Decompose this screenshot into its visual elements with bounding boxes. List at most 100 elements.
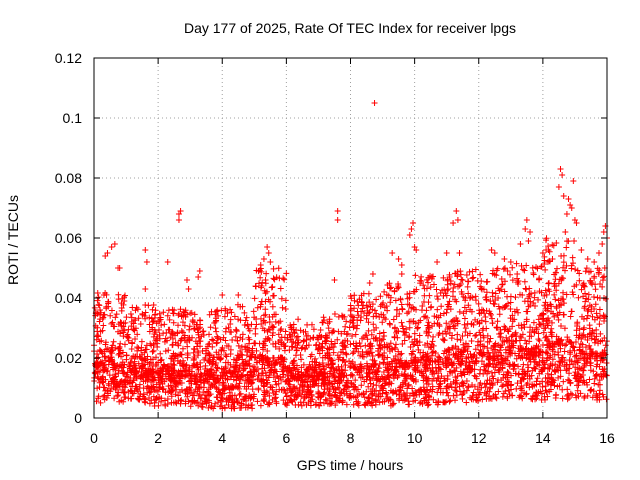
- data-point: [263, 270, 270, 277]
- data-point: [187, 403, 194, 410]
- data-point: [94, 289, 101, 296]
- data-point: [258, 298, 265, 305]
- data-point: [377, 342, 384, 349]
- data-point: [149, 366, 156, 373]
- data-point: [384, 393, 391, 400]
- data-point: [351, 292, 358, 299]
- data-point: [404, 310, 411, 317]
- data-point: [426, 292, 433, 299]
- data-point: [463, 271, 470, 278]
- data-point: [181, 322, 188, 329]
- data-point: [236, 364, 243, 371]
- data-point: [215, 351, 222, 358]
- data-point: [235, 342, 242, 349]
- data-point: [434, 306, 441, 313]
- data-point: [373, 313, 380, 320]
- data-point: [444, 376, 451, 383]
- data-point: [229, 392, 236, 399]
- data-point: [278, 295, 285, 302]
- data-point: [373, 382, 380, 389]
- data-point: [204, 378, 211, 385]
- data-point: [172, 391, 179, 398]
- data-point: [253, 267, 260, 274]
- data-point: [172, 353, 179, 360]
- data-point: [464, 278, 471, 285]
- data-point: [246, 377, 253, 384]
- data-point: [237, 347, 244, 354]
- data-point: [443, 364, 450, 371]
- data-point: [425, 401, 432, 408]
- data-point: [352, 361, 359, 368]
- data-point: [160, 309, 167, 316]
- data-point: [282, 328, 289, 335]
- data-point: [206, 356, 213, 363]
- data-point: [285, 364, 292, 371]
- data-point: [209, 360, 216, 367]
- data-point: [139, 393, 146, 400]
- data-point: [446, 273, 453, 280]
- data-point: [178, 337, 185, 344]
- data-point: [362, 342, 369, 349]
- data-point: [263, 372, 270, 379]
- data-point: [97, 399, 104, 406]
- data-point: [236, 375, 243, 382]
- data-point: [233, 356, 240, 363]
- data-point: [440, 274, 447, 281]
- data-point: [251, 295, 258, 302]
- data-point: [382, 389, 389, 396]
- data-point: [156, 326, 163, 333]
- data-point: [270, 329, 277, 336]
- data-point: [281, 276, 288, 283]
- data-point: [430, 333, 437, 340]
- data-point: [443, 292, 450, 299]
- data-point: [423, 314, 430, 321]
- data-point: [128, 314, 135, 321]
- data-point: [429, 349, 436, 356]
- data-point: [246, 327, 253, 334]
- data-point: [482, 318, 489, 325]
- data-point: [192, 375, 199, 382]
- data-point: [114, 393, 121, 400]
- data-point: [282, 390, 289, 397]
- data-point: [174, 329, 181, 336]
- data-point: [134, 344, 141, 351]
- data-point: [445, 301, 452, 308]
- data-point: [414, 324, 421, 331]
- data-point: [276, 386, 283, 393]
- data-point: [338, 368, 345, 375]
- data-point: [160, 330, 167, 337]
- data-point: [358, 382, 365, 389]
- data-point: [459, 333, 466, 340]
- data-point: [344, 377, 351, 384]
- data-point: [410, 341, 417, 348]
- data-point: [116, 343, 123, 350]
- data-point: [149, 356, 156, 363]
- data-point: [384, 354, 391, 361]
- data-point: [472, 332, 479, 339]
- data-point: [326, 392, 333, 399]
- data-point: [96, 379, 103, 386]
- data-point: [101, 384, 108, 391]
- data-point: [419, 302, 426, 309]
- data-point: [363, 388, 370, 395]
- data-point: [459, 357, 466, 364]
- data-point: [230, 356, 237, 363]
- data-point: [329, 357, 336, 364]
- data-point: [481, 343, 488, 350]
- data-point: [379, 336, 386, 343]
- data-point: [501, 338, 508, 345]
- data-point: [110, 384, 117, 391]
- data-point: [285, 380, 292, 387]
- data-point: [245, 383, 252, 390]
- data-point: [189, 398, 196, 405]
- x-tick-label: 12: [471, 430, 487, 446]
- data-point: [460, 341, 467, 348]
- data-point: [304, 365, 311, 372]
- data-point: [328, 338, 335, 345]
- data-point: [237, 390, 244, 397]
- data-point: [315, 394, 322, 401]
- x-tick-label: 14: [535, 430, 551, 446]
- data-point: [315, 376, 322, 383]
- data-point: [417, 399, 424, 406]
